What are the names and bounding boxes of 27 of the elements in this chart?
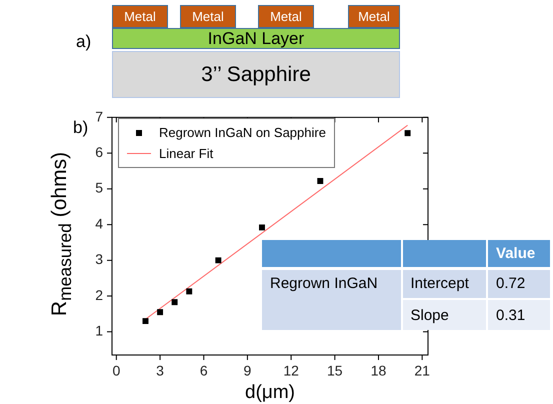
y-tick-label: 1	[95, 322, 104, 339]
y-tick-label: 6	[95, 144, 104, 160]
y-tick-label: 2	[95, 286, 104, 303]
x-tick-label: 3	[156, 362, 164, 378]
y-tick-label: 7	[95, 108, 104, 124]
x-tick-label: 21	[414, 362, 430, 378]
annotation: Slope	[402, 299, 488, 330]
x-tick-label: 15	[327, 362, 343, 378]
x-tick-label: 9	[244, 362, 252, 378]
x-tick-label: 12	[283, 362, 300, 378]
text: b)	[73, 118, 88, 138]
text: a)	[76, 32, 92, 52]
legend-label: Linear Fit	[159, 146, 214, 161]
x-tick-label: 0	[112, 362, 120, 378]
x-tick-label: 18	[370, 362, 386, 378]
y-tick-label: 4	[95, 215, 104, 232]
text: 0.31	[496, 306, 526, 324]
y-tick-label: 3	[95, 251, 104, 268]
text: Value	[496, 244, 536, 262]
legend-label: Regrown InGaN on Sapphire	[159, 125, 326, 140]
annotation: Intercept	[402, 268, 488, 299]
annotation: Regrown InGaN	[262, 268, 402, 330]
y-tick-label: 5	[95, 180, 104, 196]
layer-stack-diagram: Metal Metal Metal Metal InGaN Layer 3’’ Sapphire	[112, 5, 400, 99]
x-tick-label: 6	[200, 362, 208, 378]
text: 0.72	[496, 275, 526, 292]
x-axis-title: d(μm)	[245, 382, 295, 403]
